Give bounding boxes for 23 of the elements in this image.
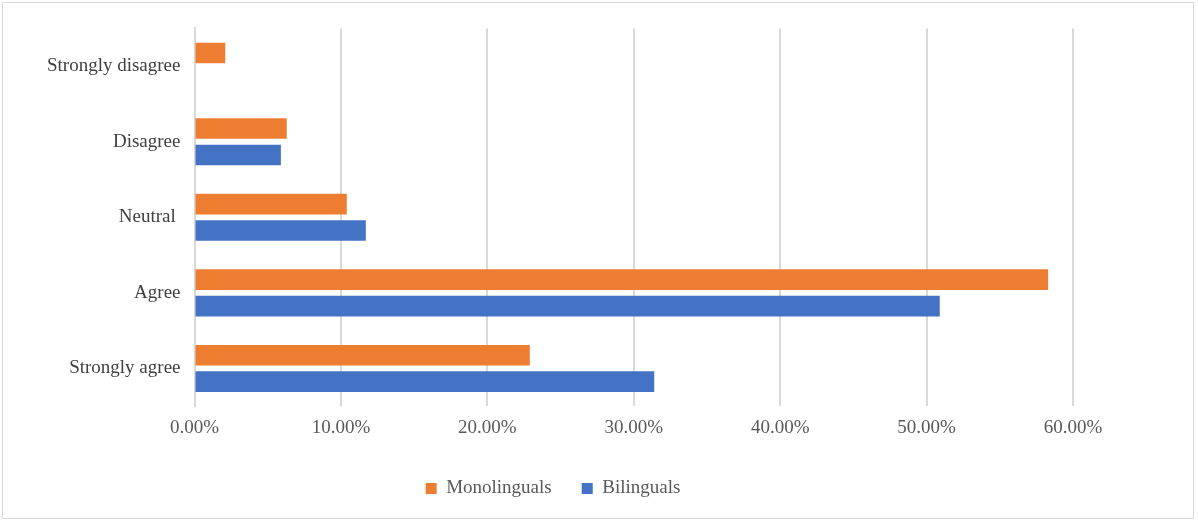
y-tick-label: Neutral <box>118 205 181 227</box>
bar <box>195 118 287 139</box>
y-tick-label: Agree <box>134 280 181 302</box>
y-tick-label: Strongly agree <box>69 356 181 378</box>
y-tick-label: Disagree <box>112 129 181 151</box>
x-tick-label: 20.00% <box>458 415 517 437</box>
y-tick-label: Strongly disagree <box>46 54 181 76</box>
bar <box>195 371 655 392</box>
x-tick-label: 0.00% <box>169 415 220 437</box>
bar <box>195 344 530 366</box>
legend-label: Bilinguals <box>602 476 681 498</box>
x-tick-label: 60.00% <box>1043 415 1103 437</box>
bar <box>195 193 347 215</box>
bar <box>195 144 281 166</box>
bar <box>195 220 366 241</box>
x-tick-label: 50.00% <box>897 415 957 437</box>
x-tick-label: 30.00% <box>604 415 664 437</box>
x-tick-label: 40.00% <box>750 415 810 437</box>
bar <box>195 42 226 64</box>
bar <box>195 295 940 317</box>
x-tick-label: 10.00% <box>311 415 371 437</box>
legend-label: Monolinguals <box>446 476 552 498</box>
bar <box>195 269 1049 290</box>
